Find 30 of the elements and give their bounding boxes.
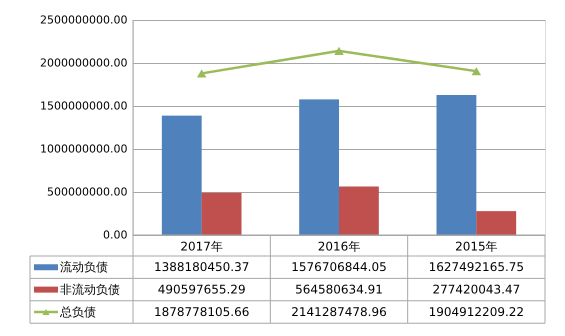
data-label: 490597655.29 — [158, 282, 246, 297]
bar — [476, 211, 516, 235]
data-label: 564580634.91 — [295, 282, 383, 297]
bar — [339, 186, 379, 235]
data-label: 1576706844.05 — [291, 260, 387, 274]
data-label: 1904912209.22 — [428, 305, 524, 319]
point — [334, 46, 344, 55]
y-tick-label: 500000000.00 — [47, 186, 128, 198]
legend-label: 总负债 — [59, 305, 96, 319]
x-tick-label: 2017年 — [180, 240, 223, 254]
x-tick-label: 2016年 — [318, 240, 360, 254]
bar — [299, 99, 339, 235]
y-tick-label: 2000000000.00 — [40, 56, 128, 70]
data-label: 1627492165.75 — [428, 260, 524, 274]
x-tick-label: 2015年 — [455, 240, 498, 254]
data-label: 277420043.47 — [432, 282, 520, 297]
legend-label: 非流动负债 — [60, 282, 120, 297]
data-label: 1388180450.37 — [154, 260, 250, 274]
bar — [202, 192, 242, 235]
bar — [162, 116, 202, 235]
point — [196, 69, 206, 78]
legend-label: 流动负债 — [60, 260, 108, 274]
data-label: 2141287478.96 — [291, 305, 387, 319]
y-tick-label: 1500000000.00 — [40, 100, 128, 112]
y-tick-label: 0.00 — [103, 228, 128, 242]
data-label: 1878778105.66 — [154, 305, 250, 319]
y-tick-label: 1000000000.00 — [40, 142, 128, 156]
bar — [436, 95, 476, 235]
y-tick-label: 2500000000.00 — [40, 14, 128, 26]
point — [472, 67, 482, 76]
